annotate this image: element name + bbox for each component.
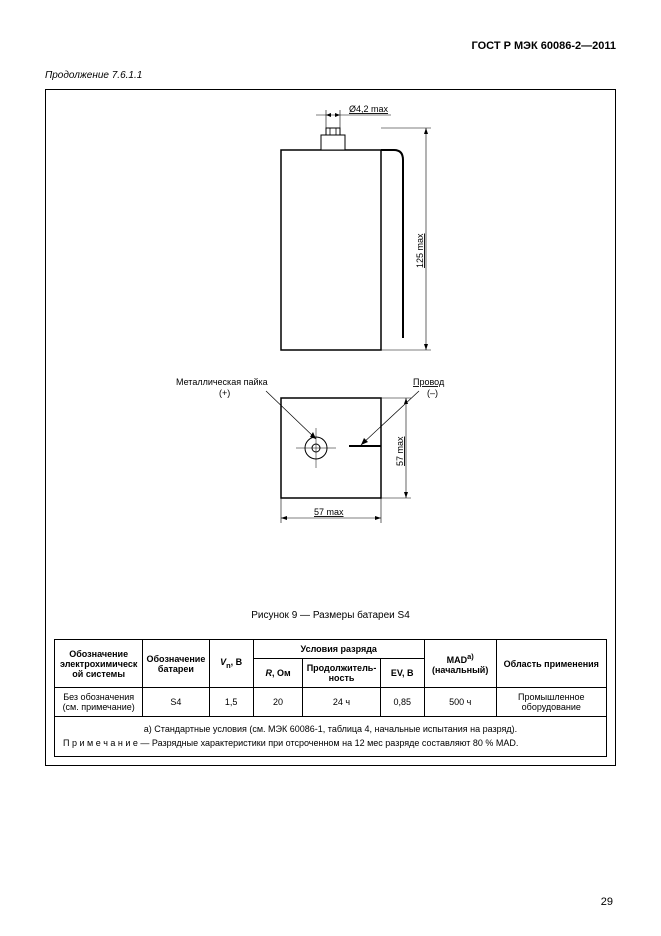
table-row: Без обозначения (см. примечание) S4 1,5 …	[55, 688, 607, 717]
note-label: П р и м е ч а н и е	[63, 738, 138, 748]
th-mad: MADa) (начальный)	[424, 640, 496, 688]
cell-ev: 0,85	[380, 688, 424, 717]
cell-app: Промышленное оборудование	[496, 688, 606, 717]
dim-top-diameter: Ø4,2 max	[349, 104, 389, 114]
th-batt: Обозначение батареи	[143, 640, 209, 688]
note-text: — Разрядные характеристики при отсроченн…	[138, 738, 519, 748]
th-discharge-group: Условия разряда	[253, 640, 424, 659]
cell-batt: S4	[143, 688, 209, 717]
note-line: П р и м е ч а н и е — Разрядные характер…	[63, 737, 598, 751]
label-minus: (–)	[427, 388, 438, 398]
dim-height-125: 125 max	[415, 233, 425, 268]
figure-caption: Рисунок 9 — Размеры батареи S4	[54, 610, 607, 621]
footnote-a: a) Стандартные условия (см. МЭК 60086-1,…	[63, 723, 598, 737]
th-r: R, Ом	[253, 659, 303, 688]
label-wire: Провод	[413, 377, 445, 387]
cell-dur: 24 ч	[303, 688, 380, 717]
cell-system: Без обозначения (см. примечание)	[55, 688, 143, 717]
continuation-label: Продолжение 7.6.1.1	[45, 70, 616, 81]
dim-height-57: 57 max	[395, 436, 405, 466]
dim-width-57: 57 max	[314, 507, 344, 517]
standard-code: ГОСТ Р МЭК 60086-2—2011	[45, 40, 616, 52]
spec-table: Обозначение электрохимической системы Об…	[54, 639, 607, 717]
figure-9: Ø4,2 max 125 max	[54, 98, 607, 598]
th-app: Область применения	[496, 640, 606, 688]
cell-vn: 1,5	[209, 688, 253, 717]
table-notes: a) Стандартные условия (см. МЭК 60086-1,…	[54, 717, 607, 757]
th-vn: Vn, В	[209, 640, 253, 688]
th-ev: EV, В	[380, 659, 424, 688]
cell-r: 20	[253, 688, 303, 717]
th-dur: Продолжитель-ность	[303, 659, 380, 688]
content-frame: Ø4,2 max 125 max	[45, 89, 616, 766]
page-number: 29	[601, 896, 613, 908]
cell-mad: 500 ч	[424, 688, 496, 717]
label-metal-solder: Металлическая пайка	[176, 377, 268, 387]
label-plus: (+)	[219, 388, 230, 398]
th-system: Обозначение электрохимической системы	[55, 640, 143, 688]
